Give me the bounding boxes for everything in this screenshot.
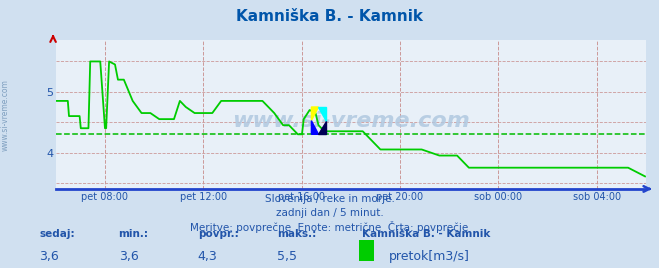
Text: 3,6: 3,6 <box>119 250 138 263</box>
Text: min.:: min.: <box>119 229 149 239</box>
Polygon shape <box>312 121 318 134</box>
Text: 5,5: 5,5 <box>277 250 297 263</box>
Text: 4,3: 4,3 <box>198 250 217 263</box>
Text: pretok[m3/s]: pretok[m3/s] <box>389 250 470 263</box>
Polygon shape <box>318 121 326 134</box>
Text: sedaj:: sedaj: <box>40 229 75 239</box>
Polygon shape <box>318 107 326 121</box>
Text: Kamniška B. - Kamnik: Kamniška B. - Kamnik <box>236 9 423 24</box>
Text: zadnji dan / 5 minut.: zadnji dan / 5 minut. <box>275 208 384 218</box>
Polygon shape <box>312 107 318 121</box>
Text: www.si-vreme.com: www.si-vreme.com <box>1 79 10 151</box>
Text: Slovenija / reke in morje.: Slovenija / reke in morje. <box>264 194 395 204</box>
Text: povpr.:: povpr.: <box>198 229 239 239</box>
Text: Meritve: povprečne  Enote: metrične  Črta: povprečje: Meritve: povprečne Enote: metrične Črta:… <box>190 221 469 233</box>
Text: 3,6: 3,6 <box>40 250 59 263</box>
Text: Kamniška B. - Kamnik: Kamniška B. - Kamnik <box>362 229 491 239</box>
Text: www.si-vreme.com: www.si-vreme.com <box>232 110 470 131</box>
Text: maks.:: maks.: <box>277 229 316 239</box>
